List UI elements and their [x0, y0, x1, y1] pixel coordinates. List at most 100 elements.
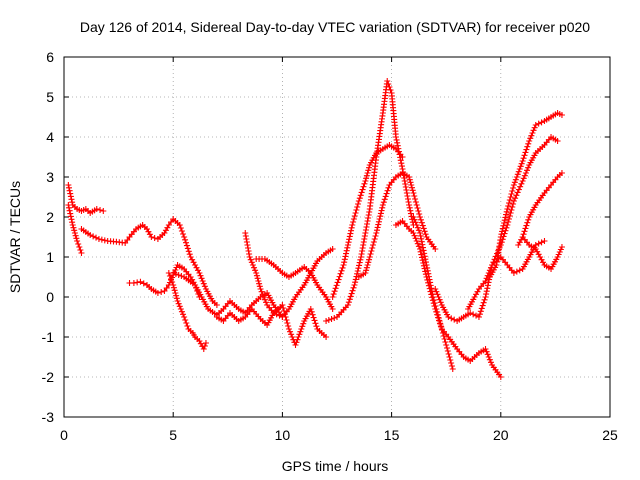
- data-point: [497, 234, 504, 240]
- data-point: [253, 270, 260, 276]
- data-point: [386, 84, 393, 90]
- data-point: [352, 210, 359, 216]
- data-point: [419, 222, 426, 229]
- data-point: [411, 216, 418, 223]
- data-point: [373, 227, 380, 234]
- data-point: [507, 210, 514, 216]
- data-point: [299, 323, 306, 330]
- data-point: [348, 227, 355, 234]
- data-point: [478, 305, 485, 312]
- data-point: [355, 198, 362, 204]
- data-point: [284, 320, 291, 326]
- data-point: [420, 225, 427, 232]
- data-point: [377, 213, 384, 220]
- data-point: [367, 251, 374, 257]
- data-point: [554, 138, 561, 144]
- data-point: [416, 214, 423, 220]
- data-point: [350, 284, 357, 291]
- data-point: [257, 286, 264, 292]
- data-point: [362, 178, 369, 184]
- data-point: [201, 343, 208, 349]
- data-point: [197, 272, 204, 279]
- data-point: [363, 175, 370, 182]
- data-point: [300, 320, 307, 327]
- data-point: [340, 262, 347, 268]
- data-point: [525, 140, 532, 147]
- data-point: [467, 310, 474, 316]
- data-point: [309, 311, 316, 318]
- data-point: [437, 321, 444, 327]
- data-point: [427, 282, 434, 289]
- data-point: [178, 228, 185, 234]
- y-tick-label: -1: [42, 329, 55, 345]
- data-point: [288, 331, 295, 338]
- data-point: [137, 278, 144, 285]
- series-sat-s: [519, 234, 565, 272]
- data-point: [377, 210, 384, 217]
- series-sat-b: [65, 202, 85, 256]
- data-point: [200, 346, 207, 352]
- series-trace: [168, 272, 207, 350]
- data-point: [174, 298, 181, 304]
- data-point: [432, 286, 439, 292]
- data-point: [418, 251, 425, 258]
- data-point: [439, 330, 446, 336]
- data-point: [514, 171, 521, 178]
- data-point: [383, 190, 390, 197]
- data-point: [363, 172, 370, 179]
- series-sat-l: [355, 170, 439, 280]
- data-point: [482, 294, 489, 300]
- data-point: [427, 279, 434, 286]
- x-tick-label: 0: [60, 427, 68, 443]
- data-point: [504, 206, 511, 212]
- data-point: [164, 224, 171, 231]
- data-point: [146, 231, 153, 238]
- data-point: [65, 204, 72, 211]
- data-point: [420, 260, 427, 266]
- data-point: [187, 254, 194, 260]
- plot-frame: [63, 56, 611, 418]
- data-point: [483, 291, 490, 298]
- data-point: [169, 279, 176, 285]
- x-tick-label: 20: [493, 427, 509, 443]
- data-point: [411, 232, 418, 239]
- data-point: [418, 254, 425, 261]
- data-point: [359, 186, 366, 193]
- data-point: [518, 160, 525, 167]
- series-sat-n: [410, 214, 456, 372]
- data-point: [520, 155, 527, 162]
- data-point: [503, 211, 510, 218]
- data-point: [77, 247, 84, 253]
- data-point: [181, 234, 188, 240]
- data-point: [483, 348, 490, 355]
- data-point: [329, 246, 336, 252]
- data-point: [412, 219, 419, 226]
- data-point: [430, 297, 437, 303]
- data-point: [497, 374, 504, 380]
- data-point: [276, 312, 283, 319]
- data-point: [178, 273, 185, 279]
- data-point: [166, 273, 173, 279]
- y-tick-label: 6: [46, 49, 54, 65]
- data-point: [343, 247, 350, 254]
- data-point: [170, 270, 177, 276]
- data-point: [247, 256, 254, 263]
- data-point: [417, 248, 424, 255]
- data-point: [325, 317, 332, 323]
- data-point: [363, 264, 370, 271]
- data-point: [380, 199, 387, 206]
- data-point: [435, 294, 442, 300]
- data-point: [180, 311, 187, 318]
- data-point: [186, 251, 193, 258]
- data-point: [520, 231, 527, 238]
- data-point: [540, 259, 547, 266]
- data-point: [414, 224, 421, 231]
- data-point: [202, 340, 209, 346]
- data-point: [512, 195, 519, 202]
- data-point: [482, 278, 489, 284]
- data-point: [558, 112, 565, 118]
- data-point: [524, 167, 531, 174]
- data-point: [154, 290, 161, 296]
- data-point: [477, 308, 484, 315]
- data-point: [537, 254, 544, 260]
